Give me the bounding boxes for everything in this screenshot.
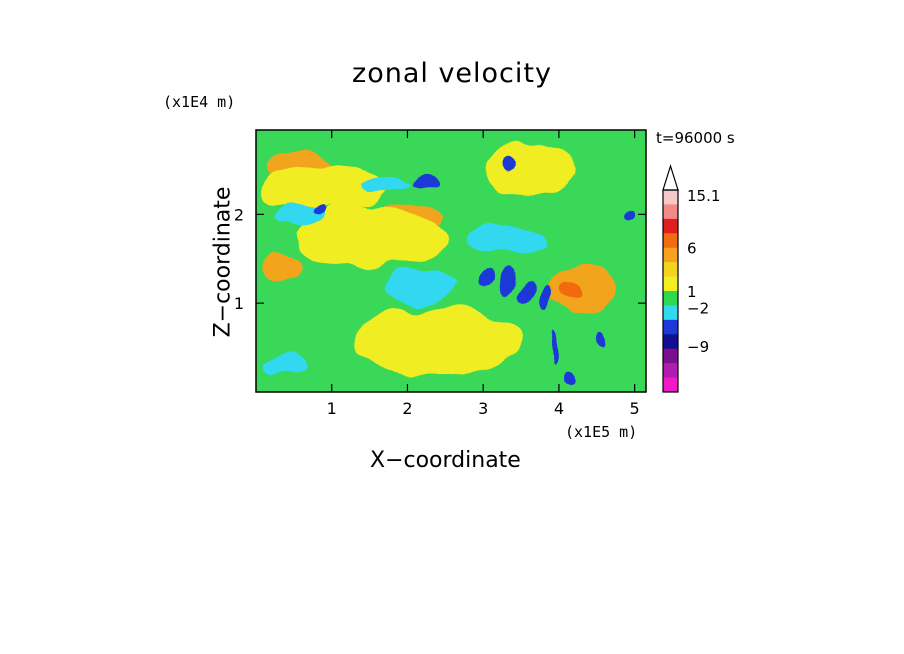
field-feature-yellow	[293, 205, 446, 268]
colorbar-frame	[662, 189, 679, 393]
colorbar-label: 1	[687, 283, 697, 301]
field-feature-yellow	[256, 165, 393, 210]
field-features	[256, 143, 640, 386]
field-feature-blue	[521, 279, 537, 301]
heatmap-field	[256, 130, 646, 392]
colorbar-swatch	[663, 204, 678, 220]
field-feature-yellow	[354, 307, 522, 379]
colorbar-label: 15.1	[687, 187, 720, 205]
colorbar-swatch	[663, 334, 678, 350]
plot-frame	[255, 129, 647, 393]
colorbar-swatch	[663, 262, 678, 278]
field-feature-blue	[502, 268, 518, 294]
chart-title: zonal velocity	[352, 58, 552, 89]
field-feature-blue	[599, 329, 609, 348]
field-feature-blue	[629, 209, 640, 219]
x-tick-label: 2	[402, 399, 412, 418]
time-annotation: t=96000 s	[656, 129, 735, 147]
x-axis-label: X−coordinate	[370, 448, 521, 473]
colorbar-extend-arrow	[662, 163, 679, 191]
x-ticks: 1 2 3 4 5	[327, 130, 640, 418]
x-tick-label: 1	[327, 399, 337, 418]
field-feature-blue	[412, 176, 436, 191]
x-tick-label: 3	[478, 399, 488, 418]
field-feature-warm	[558, 279, 582, 301]
field-feature-yellow	[483, 143, 575, 197]
colorbar-swatch	[663, 218, 678, 234]
field-feature-blue	[543, 284, 553, 313]
field-feature-blue	[564, 371, 576, 386]
colorbar-label: −2	[687, 300, 709, 318]
field-feature-cyan	[384, 267, 461, 304]
field-feature-warm	[259, 254, 306, 281]
colorbar-swatch	[663, 247, 678, 263]
x-tick-label: 4	[554, 399, 564, 418]
field-feature-blue	[477, 267, 497, 286]
colorbar-swatch	[663, 233, 678, 249]
field-feature-cyan	[468, 227, 544, 255]
colorbar: 15.1 6 1−2 −9	[662, 163, 720, 393]
field-feature-blue	[551, 329, 559, 366]
colorbar-swatch	[663, 305, 678, 321]
colorbar-swatch	[663, 319, 678, 335]
colorbar-label: −9	[687, 338, 709, 356]
colorbar-swatch	[663, 190, 678, 205]
field-feature-blue	[502, 160, 518, 171]
colorbar-swatch	[663, 276, 678, 292]
colorbar-label: 6	[687, 240, 697, 258]
field-feature-cyan	[263, 354, 310, 377]
colorbar-swatch	[663, 377, 678, 393]
y-tick-label: 1	[234, 294, 244, 313]
y-tick-label: 2	[234, 205, 244, 224]
y-ticks: 12	[234, 205, 646, 313]
y-axis-unit: (x1E4 m)	[163, 93, 236, 111]
colorbar-swatch	[663, 291, 678, 306]
field-feature-blue	[309, 205, 325, 215]
field-feature-cyan	[274, 203, 321, 226]
field-feature-cyan	[358, 174, 412, 193]
colorbar-swatch	[663, 348, 678, 364]
x-tick-label: 5	[630, 399, 640, 418]
colorbar-swatch	[663, 363, 678, 379]
x-axis-unit: (x1E5 m)	[565, 423, 638, 441]
